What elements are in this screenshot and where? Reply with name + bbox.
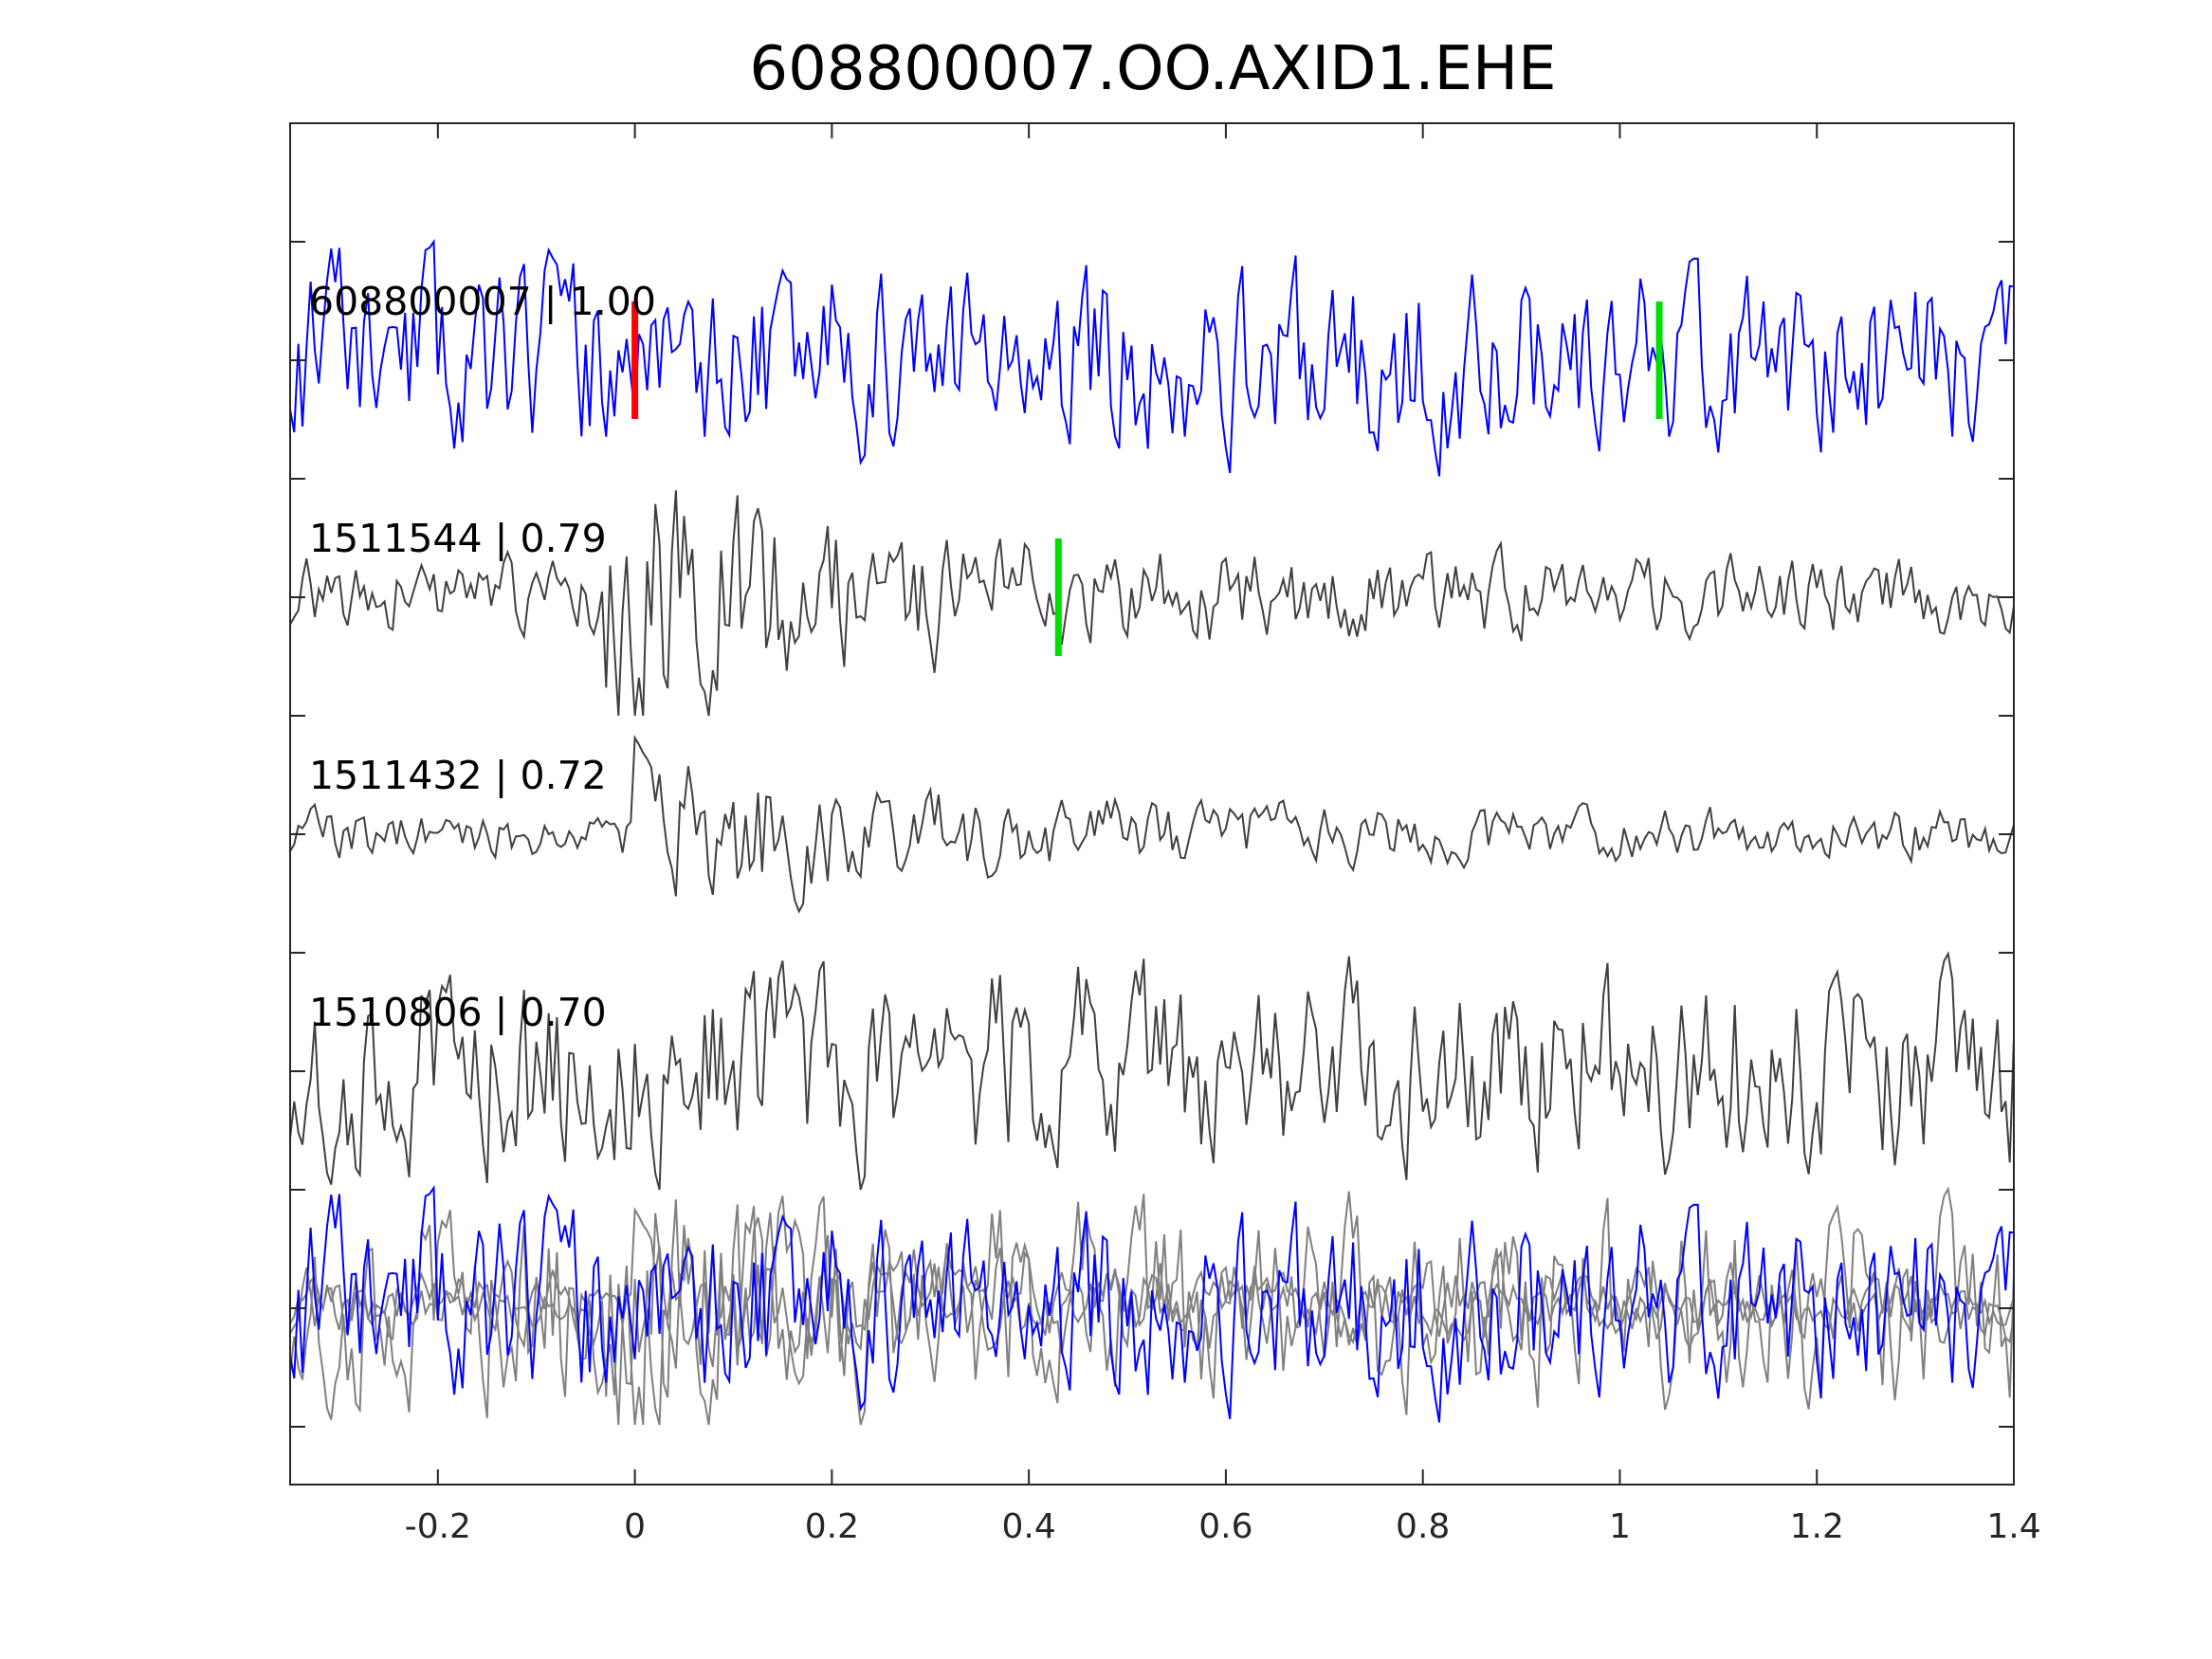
chart-title: 608800007.OO.AXID1.EHE [749, 34, 1556, 104]
x-tick-label-0: -0.2 [405, 1507, 471, 1546]
overlay-group [289, 1184, 2015, 1426]
x-tick-label-5: 0.8 [1396, 1507, 1450, 1546]
axes-group: -0.2 0 0.2 0.4 0.6 0.8 1 1.2 1.4 [289, 122, 2041, 1546]
x-tick-label-1: 0 [624, 1507, 646, 1546]
trace-label-1510806: 1510806 | 0.70 [309, 990, 607, 1035]
x-tick-label-4: 0.6 [1198, 1507, 1252, 1546]
axes-frame [289, 122, 2015, 1486]
trace-label-608800007: 608800007 | 1.00 [309, 279, 656, 324]
x-tick-label-3: 0.4 [1002, 1507, 1056, 1546]
x-tick-label-2: 0.2 [805, 1507, 859, 1546]
trace-line-1510806 [289, 951, 2015, 1191]
trace-line-1511432 [289, 734, 2015, 914]
x-tick-label-6: 1 [1609, 1507, 1631, 1546]
x-tick-label-8: 1.4 [1986, 1507, 2040, 1546]
overlay-line-608800007 [289, 1184, 2015, 1423]
trace-line-1511544 [289, 490, 2015, 717]
trace-label-1511432: 1511432 | 0.72 [309, 753, 607, 798]
trace-line-608800007 [289, 238, 2015, 477]
trace-label-1511544: 1511544 | 0.79 [309, 516, 607, 561]
x-tick-label-7: 1.2 [1790, 1507, 1844, 1546]
picks-group [631, 301, 1663, 656]
traces-group [289, 238, 2015, 1191]
trace-labels-group: 608800007 | 1.00 1511544 | 0.79 1511432 | … [309, 279, 656, 1035]
